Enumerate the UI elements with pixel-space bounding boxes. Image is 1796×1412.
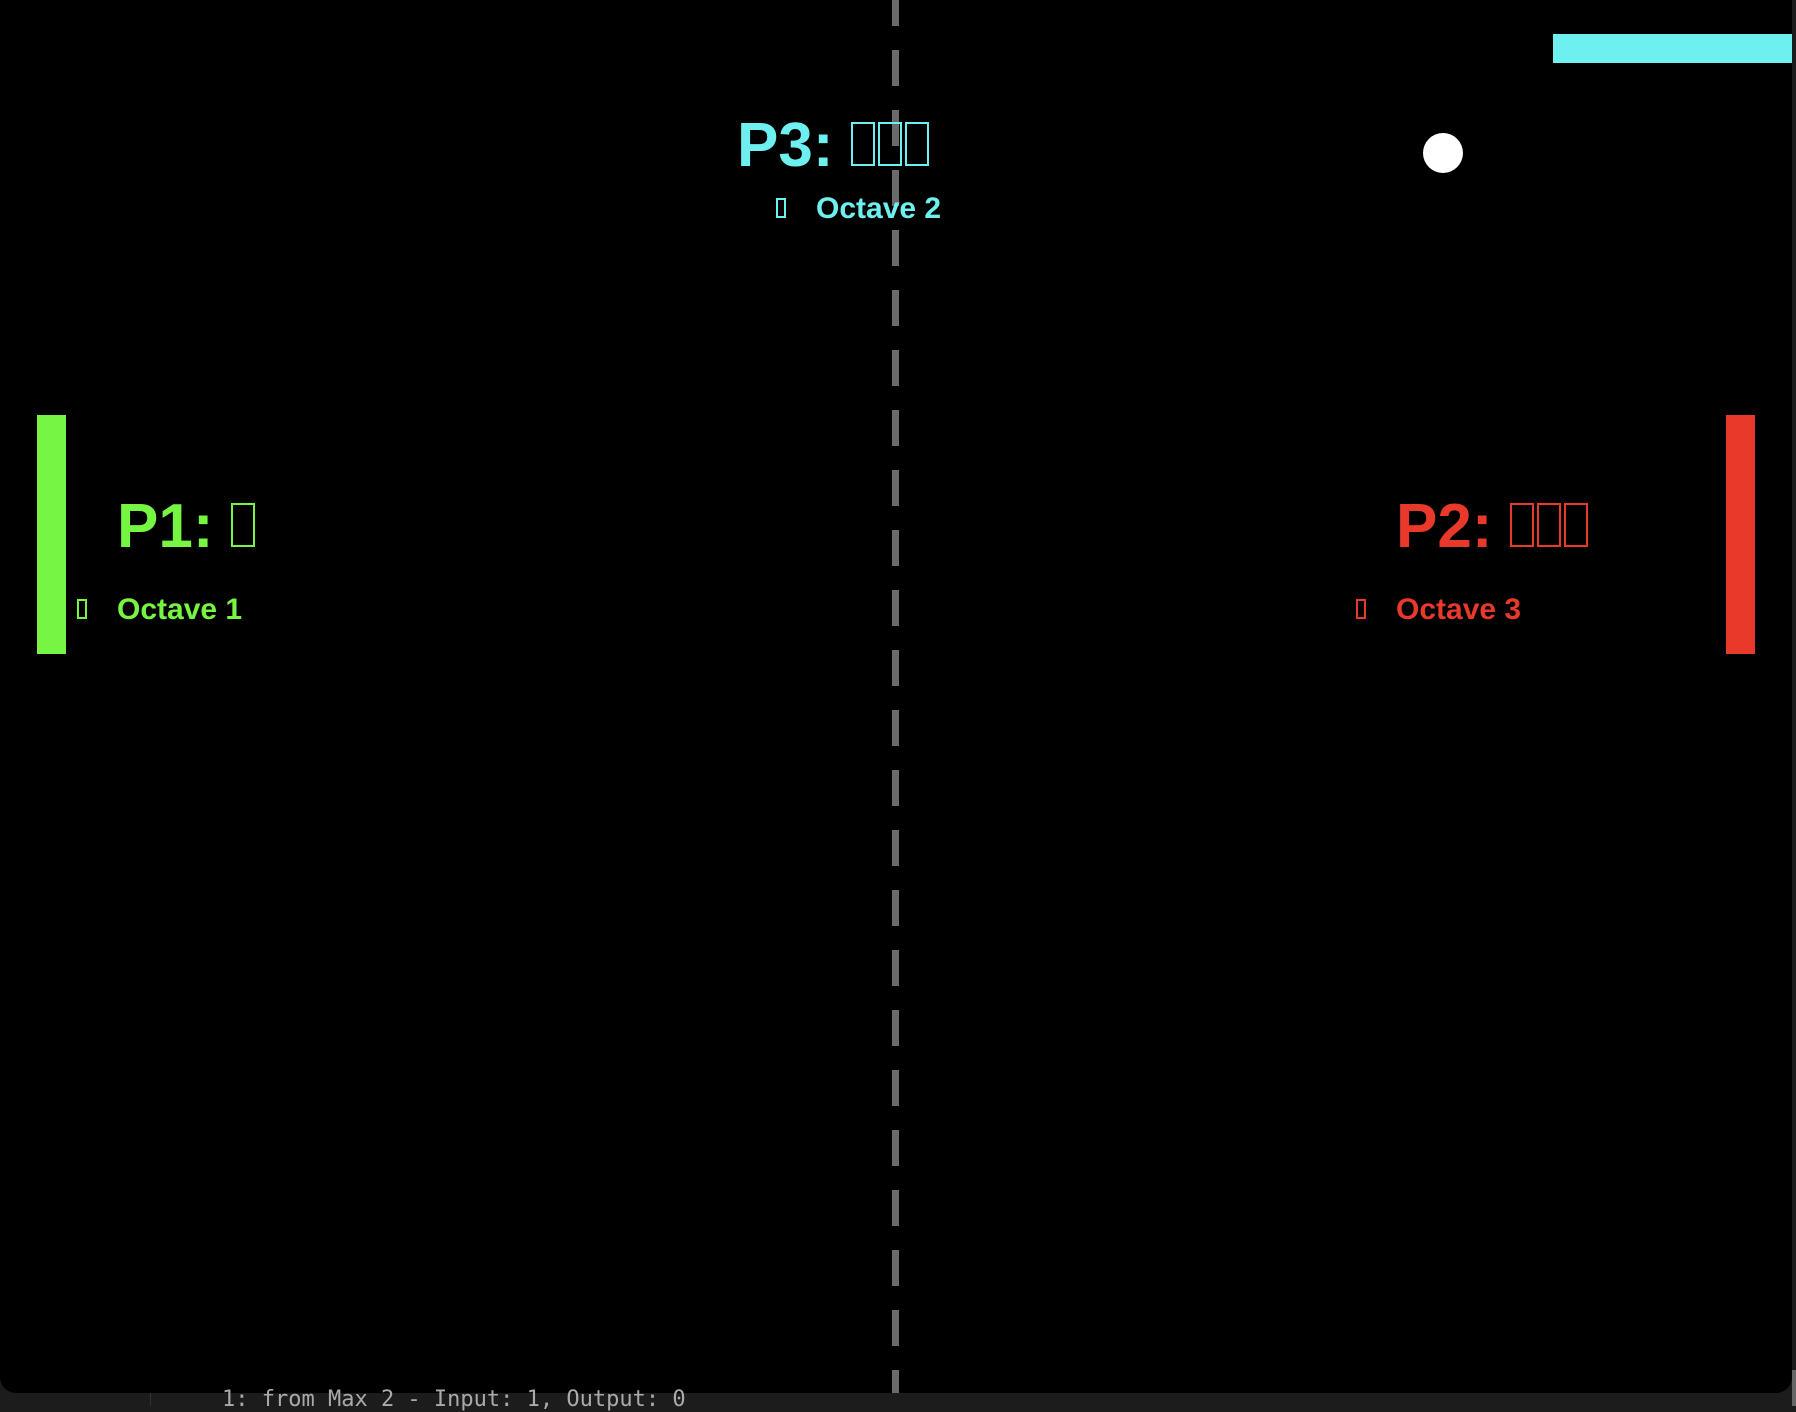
center-line-dash (892, 890, 899, 926)
center-line-dash (892, 50, 899, 86)
p3-label: P3: (737, 111, 834, 180)
center-line-dash (892, 110, 899, 146)
center-line-dash (892, 770, 899, 806)
center-line-dash (892, 0, 899, 26)
p1-label: P1: (117, 492, 214, 561)
p1-paddle (37, 415, 66, 654)
p3-paddle (1553, 34, 1792, 63)
note-icon (776, 198, 786, 218)
center-line-dash (892, 470, 899, 506)
center-line-dash (892, 410, 899, 446)
p3-name-glyphs (850, 111, 932, 180)
center-line-dash (892, 350, 899, 386)
p2-label: P2: (1396, 492, 1493, 561)
center-line-dash (892, 950, 899, 986)
p3-octave-label: Octave 2 (776, 194, 941, 224)
p2-score-label: P2: (1396, 496, 1591, 558)
center-line-dash (892, 650, 899, 686)
center-line-dash (892, 1310, 899, 1346)
center-line-dash (892, 1250, 899, 1286)
note-icon (1356, 599, 1366, 619)
p1-score-label: P1: (117, 496, 258, 558)
center-line-dash (892, 590, 899, 626)
center-line-dash (892, 170, 899, 206)
p3-octave: Octave 2 (816, 192, 942, 225)
p1-octave-label: Octave 1 (77, 595, 242, 625)
center-line-dash (892, 230, 899, 266)
console-log-line: 1: from Max 2 - Input: 1, Output: 0 (222, 1387, 686, 1412)
p2-name-glyphs (1509, 492, 1591, 561)
center-line-dash (892, 1010, 899, 1046)
p2-octave-label: Octave 3 (1356, 595, 1521, 625)
center-line-dash (892, 530, 899, 566)
center-line-dash (892, 1070, 899, 1106)
center-line-dash (892, 710, 899, 746)
p1-octave: Octave 1 (117, 593, 243, 626)
p2-paddle (1726, 415, 1755, 654)
note-icon (77, 599, 87, 619)
scrollbar[interactable] (1792, 1370, 1796, 1406)
p1-name-glyphs (230, 492, 258, 561)
center-line-dash (892, 290, 899, 326)
center-line-dash (892, 1370, 899, 1393)
center-line-dash (892, 1190, 899, 1226)
p2-octave: Octave 3 (1396, 593, 1522, 626)
p3-score-label: P3: (737, 115, 932, 177)
center-line-dash (892, 830, 899, 866)
console-divider (150, 1393, 151, 1406)
center-line-dash (892, 1130, 899, 1166)
console-strip (0, 1393, 1796, 1406)
ball (1423, 133, 1463, 173)
